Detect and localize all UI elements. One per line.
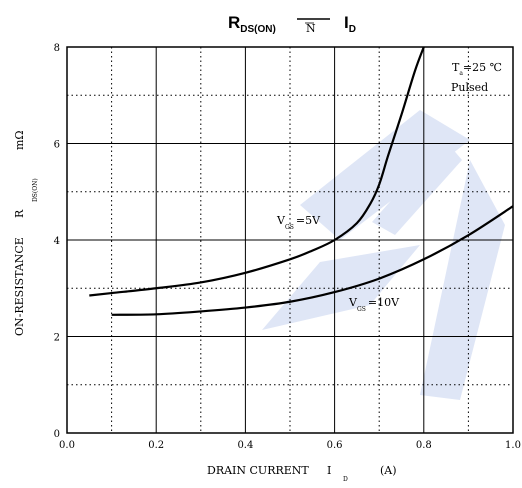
y-tick-label: 6 [54,140,60,151]
x-tick-label: 0.0 [59,440,75,451]
title-id-sub: D [349,24,356,35]
label-vgs-5v: VGS=5V [276,214,321,231]
series-line-vgs-5v [89,46,425,297]
y-tick-label: 2 [54,333,60,344]
svg-text:RDS(ON): RDS(ON) [228,13,276,35]
watermark-shape [300,110,470,240]
plot-frame [66,46,514,434]
x-label-text: DRAIN CURRENT [207,464,309,477]
y-tick-label: 0 [54,429,60,440]
x-label-unit: (A) [380,464,397,477]
y-label-sub: DS(ON) [32,178,39,202]
x-label-symbol: I [327,464,331,477]
y-tick-label: 8 [54,43,60,54]
legend-ta-value: =25 ℃ [463,61,502,74]
watermark-shape [372,140,462,235]
legend-box: Ta=25 ℃ Pulsed [451,61,502,94]
x-tick-label: 0.6 [327,440,343,451]
series-layer [89,46,514,316]
chart-title: RDS(ON) N ID [228,13,356,35]
y-label-unit: mΩ [13,130,26,150]
label-vgs-10v: VGS=10V [348,296,400,313]
y-axis-label: ON-RESISTANCE R DS(ON) mΩ [13,130,39,336]
x-tick-label: 0.4 [237,440,253,451]
x-tick-label: 0.8 [416,440,432,451]
x-tick-label: 0.2 [148,440,164,451]
legend-pulsed: Pulsed [451,81,488,94]
y-label-text: ON-RESISTANCE [13,237,26,336]
watermark-logo [262,110,505,400]
x-label-sub: D [343,476,348,483]
svg-text:ID: ID [344,13,356,35]
watermark-shape [420,160,505,400]
grid [67,47,513,433]
tick-labels: 0.0 0.2 0.4 0.6 0.8 1.0 0 2 4 6 8 [54,43,521,451]
y-tick-label: 4 [54,236,60,247]
series-labels: VGS=5V VGS=10V [276,214,400,313]
svg-text:Ta=25 ℃: Ta=25 ℃ [452,61,502,77]
title-rds-sub: DS(ON) [240,24,276,35]
legend-ta: T [452,61,460,74]
watermark-shape [262,245,420,330]
title-middle: N [306,22,316,35]
title-rds: R [228,13,240,32]
x-axis-label: DRAIN CURRENT I D (A) [207,464,397,483]
series-line-vgs-10v [111,205,514,316]
x-tick-label: 1.0 [505,440,521,451]
y-label-symbol: R [13,209,26,218]
title-id: I [344,13,349,32]
legend-ta-sub: a [459,70,463,77]
